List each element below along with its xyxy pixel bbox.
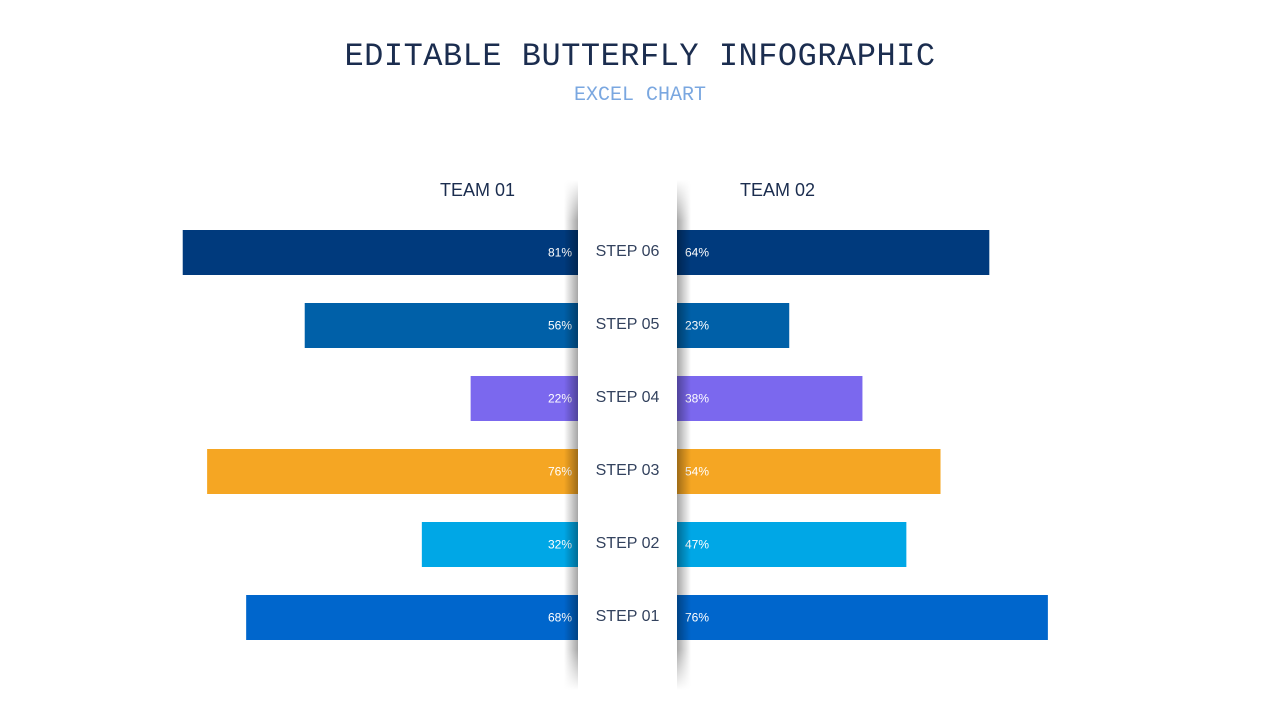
legend-team-02: TEAM 02 <box>740 180 816 200</box>
value-label-team02: 64% <box>685 246 709 260</box>
chart-title: EDITABLE BUTTERFLY INFOGRAPHIC <box>344 38 936 75</box>
bar-team02-1 <box>677 230 990 275</box>
bar-team02-5 <box>677 522 907 567</box>
category-label: STEP 05 <box>596 316 660 333</box>
bar-team01-2 <box>304 303 578 348</box>
bar-team01-4 <box>207 449 578 494</box>
value-label-team02: 23% <box>685 319 709 333</box>
category-label: STEP 06 <box>596 243 660 260</box>
category-label: STEP 03 <box>596 462 660 479</box>
bar-team01-3 <box>470 376 578 421</box>
value-label-team02: 76% <box>685 611 709 625</box>
value-label-team02: 47% <box>685 538 709 552</box>
value-label-team02: 54% <box>685 465 709 479</box>
category-label: STEP 02 <box>596 535 660 552</box>
bar-team02-2 <box>677 303 790 348</box>
legend-team-01: TEAM 01 <box>440 180 516 200</box>
value-label-team02: 38% <box>685 392 709 406</box>
chart-subtitle: EXCEL CHART <box>573 84 707 107</box>
bar-team01-6 <box>246 595 578 640</box>
bar-team01-1 <box>182 230 578 275</box>
bar-team02-6 <box>677 595 1048 640</box>
category-label: STEP 01 <box>596 608 660 625</box>
bar-team02-3 <box>677 376 863 421</box>
category-label: STEP 04 <box>596 389 660 406</box>
bar-team01-5 <box>421 522 578 567</box>
spine-panel <box>578 180 677 690</box>
bar-team02-4 <box>677 449 941 494</box>
